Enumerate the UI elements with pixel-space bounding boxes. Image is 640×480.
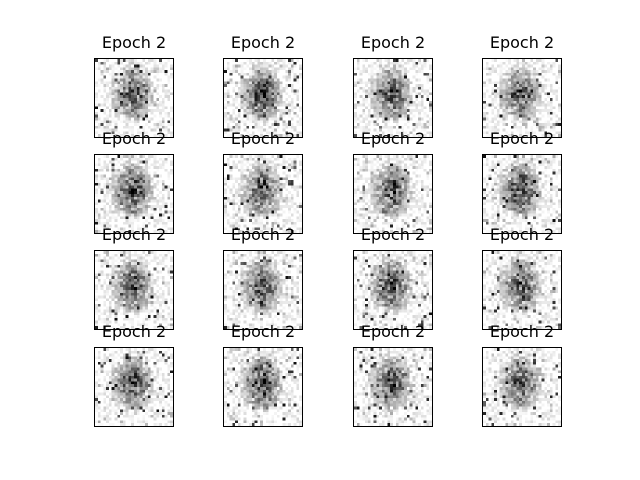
generated-sample-image bbox=[223, 347, 303, 427]
sample-pixels bbox=[224, 155, 302, 233]
generated-sample-image bbox=[353, 250, 433, 330]
sample-pixels bbox=[95, 59, 173, 137]
sample-pixels bbox=[224, 348, 302, 426]
generated-sample-image bbox=[482, 154, 562, 234]
panel-title: Epoch 2 bbox=[101, 129, 167, 148]
panel-title: Epoch 2 bbox=[101, 225, 167, 244]
sample-pixels bbox=[95, 348, 173, 426]
generated-sample-image bbox=[482, 347, 562, 427]
generated-sample-image bbox=[353, 154, 433, 234]
panel-title: Epoch 2 bbox=[360, 225, 426, 244]
panel-title: Epoch 2 bbox=[489, 129, 555, 148]
sample-pixels bbox=[354, 348, 432, 426]
sample-pixels bbox=[483, 59, 561, 137]
panel-title: Epoch 2 bbox=[101, 33, 167, 52]
panel-title: Epoch 2 bbox=[489, 322, 555, 341]
panel-title: Epoch 2 bbox=[230, 129, 296, 148]
generated-sample-image bbox=[353, 58, 433, 138]
panel-title: Epoch 2 bbox=[360, 322, 426, 341]
sample-pixels bbox=[354, 155, 432, 233]
sample-pixels bbox=[224, 59, 302, 137]
generated-sample-image bbox=[223, 154, 303, 234]
generated-sample-image bbox=[223, 250, 303, 330]
panel-title: Epoch 2 bbox=[489, 225, 555, 244]
panel-title: Epoch 2 bbox=[360, 33, 426, 52]
generated-sample-image bbox=[482, 58, 562, 138]
sample-pixels bbox=[483, 251, 561, 329]
generated-sample-image bbox=[94, 58, 174, 138]
generated-sample-image bbox=[353, 347, 433, 427]
generated-sample-image bbox=[223, 58, 303, 138]
sample-pixels bbox=[95, 251, 173, 329]
sample-pixels bbox=[224, 251, 302, 329]
panel-title: Epoch 2 bbox=[489, 33, 555, 52]
panel-title: Epoch 2 bbox=[230, 225, 296, 244]
generated-sample-image bbox=[94, 154, 174, 234]
sample-pixels bbox=[354, 59, 432, 137]
generated-sample-image bbox=[94, 347, 174, 427]
panel-title: Epoch 2 bbox=[101, 322, 167, 341]
generated-sample-image bbox=[482, 250, 562, 330]
sample-pixels bbox=[483, 348, 561, 426]
sample-pixels bbox=[95, 155, 173, 233]
panel-title: Epoch 2 bbox=[230, 322, 296, 341]
panel-title: Epoch 2 bbox=[360, 129, 426, 148]
panel-title: Epoch 2 bbox=[230, 33, 296, 52]
generated-sample-image bbox=[94, 250, 174, 330]
sample-pixels bbox=[483, 155, 561, 233]
sample-pixels bbox=[354, 251, 432, 329]
